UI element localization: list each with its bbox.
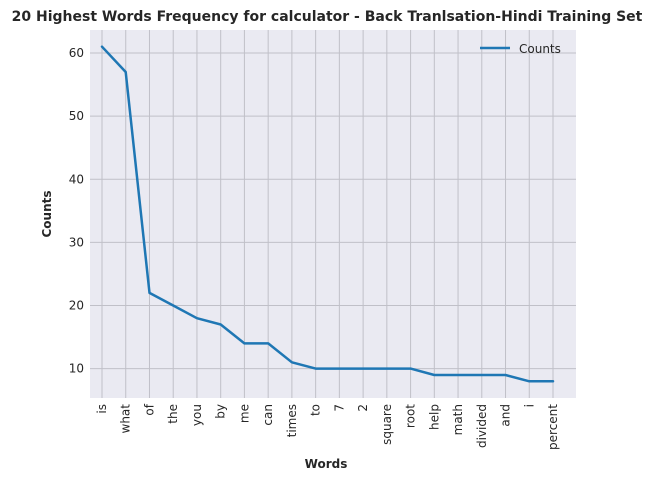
y-axis-title: Counts [40, 190, 54, 237]
y-tick-label: 30 [69, 235, 84, 249]
legend: Counts [480, 42, 561, 56]
y-tick-label: 40 [69, 172, 84, 186]
x-tick-label: and [499, 404, 513, 427]
x-tick-labels: is what of the you by me can times to 7 2 square root… [95, 403, 560, 450]
legend-label-counts: Counts [519, 42, 561, 56]
y-tick-label: 20 [69, 299, 84, 313]
x-tick-label: the [166, 404, 180, 424]
y-tick-labels: 10 20 30 40 50 60 [69, 46, 84, 376]
y-tick-label: 50 [69, 109, 84, 123]
series-group [100, 45, 555, 383]
x-tick-label: me [237, 404, 251, 423]
x-tick-label: what [119, 404, 133, 434]
x-tick-label: by [214, 404, 228, 419]
series-line-counts [100, 45, 555, 383]
x-tick-label: 7 [332, 404, 346, 412]
x-tick-label: 2 [356, 404, 370, 412]
x-tick-label: square [380, 404, 394, 445]
x-tick-label: can [261, 404, 275, 426]
x-tick-label: percent [546, 404, 560, 450]
x-tick-label: you [190, 404, 204, 426]
y-tick-label: 60 [69, 46, 84, 60]
chart-title: 20 Highest Words Frequency for calculato… [12, 9, 643, 25]
x-tick-label: root [404, 404, 418, 428]
x-tick-label: to [309, 404, 323, 416]
x-axis-title: Words [305, 457, 348, 471]
x-tick-label: is [95, 404, 109, 414]
x-tick-label: divided [475, 404, 489, 448]
x-tick-label: math [451, 404, 465, 435]
plot-area [90, 30, 576, 398]
x-gridlines [101, 30, 554, 398]
x-tick-label: of [142, 403, 156, 415]
x-tick-label: help [427, 404, 441, 430]
y-tick-label: 10 [69, 362, 84, 376]
x-tick-label: i [522, 404, 536, 407]
x-tick-label: times [285, 404, 299, 437]
